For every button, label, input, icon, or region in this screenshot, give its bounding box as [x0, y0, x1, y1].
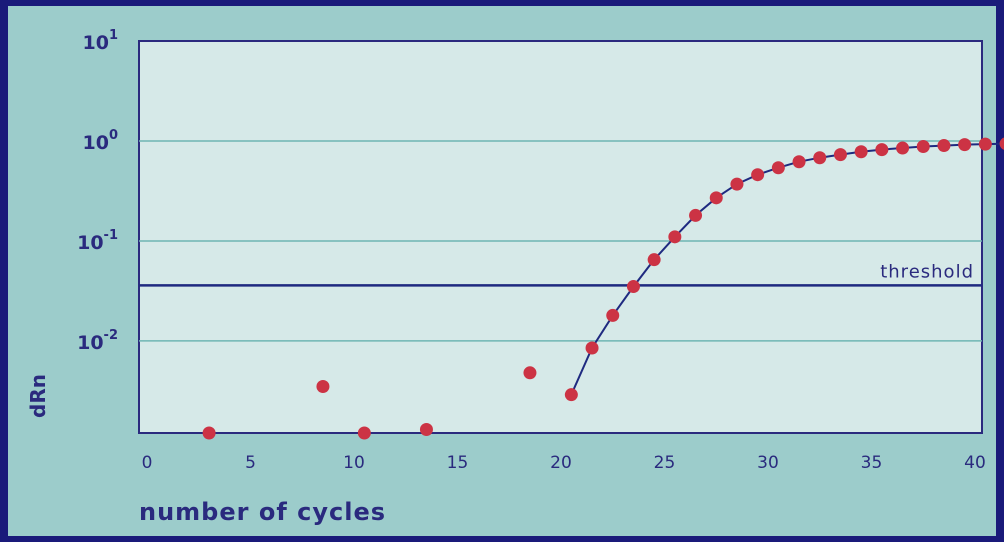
y-tick-label: 10-1 — [77, 228, 118, 254]
x-tick-label: 35 — [861, 453, 883, 473]
plot-area — [138, 40, 983, 434]
data-point — [751, 168, 765, 182]
data-point — [896, 141, 910, 155]
y-tick-label: 101 — [83, 28, 119, 54]
data-point — [854, 145, 868, 159]
data-point — [647, 253, 661, 267]
data-point — [875, 143, 889, 157]
data-point — [668, 230, 682, 244]
data-point — [709, 191, 723, 205]
x-tick-label: 10 — [343, 453, 365, 473]
y-tick-label: 100 — [83, 128, 119, 154]
x-tick-label: 30 — [757, 453, 779, 473]
data-point — [771, 161, 785, 175]
data-point — [202, 426, 216, 440]
data-point — [564, 388, 578, 402]
data-point — [792, 155, 806, 169]
data-point — [730, 177, 744, 191]
data-point — [419, 423, 433, 437]
data-points — [202, 137, 1004, 440]
x-tick-label: 15 — [447, 453, 469, 473]
x-tick-label: 20 — [550, 453, 572, 473]
data-point — [689, 208, 703, 222]
data-point — [999, 137, 1004, 150]
data-point — [626, 280, 640, 294]
data-point — [958, 138, 972, 152]
data-point — [978, 137, 992, 151]
data-point — [916, 140, 930, 154]
x-tick-label: 40 — [964, 453, 986, 473]
data-point — [813, 151, 827, 165]
x-axis-label: number of cycles — [139, 498, 386, 526]
threshold-label: threshold — [880, 261, 974, 282]
x-tick-label: 25 — [654, 453, 676, 473]
data-point — [523, 366, 537, 380]
gridlines — [139, 140, 982, 342]
data-point — [833, 148, 847, 162]
data-point — [316, 380, 330, 394]
y-tick-label: 10-2 — [77, 328, 118, 354]
x-axis-ticks: 0 5 10 15 20 25 30 35 40 — [142, 453, 986, 473]
y-axis-ticks: 101 100 10-1 10-2 — [77, 28, 118, 354]
y-axis-label: dRn — [26, 374, 50, 418]
x-tick-label: 5 — [245, 453, 256, 473]
data-point — [357, 426, 371, 440]
data-point — [585, 341, 599, 355]
data-point — [937, 139, 951, 153]
x-tick-label: 0 — [142, 453, 153, 473]
data-point — [606, 308, 620, 322]
